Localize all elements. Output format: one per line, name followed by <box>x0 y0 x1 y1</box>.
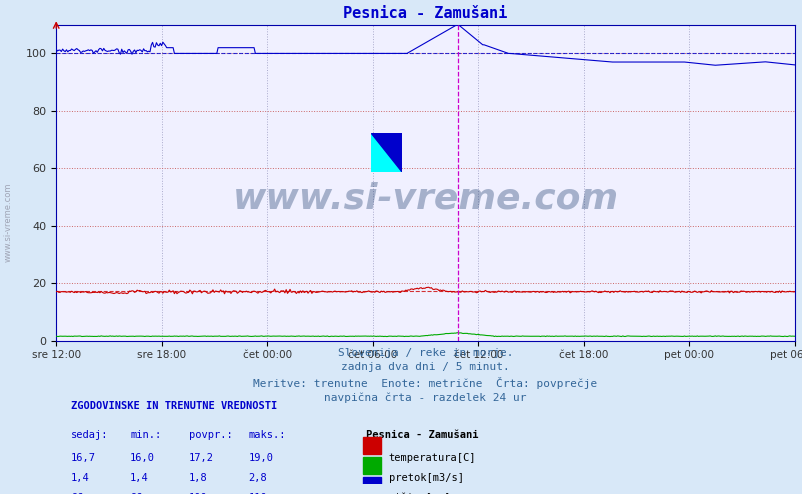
Text: 96: 96 <box>130 493 143 494</box>
Text: 19,0: 19,0 <box>248 453 273 462</box>
Text: 1,4: 1,4 <box>71 473 90 483</box>
Text: www.si-vreme.com: www.si-vreme.com <box>3 183 13 262</box>
Text: 17,2: 17,2 <box>189 453 214 462</box>
Text: www.si-vreme.com: www.si-vreme.com <box>233 181 618 215</box>
Text: 110: 110 <box>248 493 267 494</box>
Text: min.:: min.: <box>130 430 161 440</box>
Text: 16,0: 16,0 <box>130 453 155 462</box>
Text: višina[cm]: višina[cm] <box>388 493 451 494</box>
Text: temperatura[C]: temperatura[C] <box>388 453 476 462</box>
Text: 1,8: 1,8 <box>189 473 208 483</box>
Text: 2,8: 2,8 <box>248 473 267 483</box>
FancyBboxPatch shape <box>363 437 381 454</box>
Text: 96: 96 <box>71 493 83 494</box>
Title: Pesnica - Zamušani: Pesnica - Zamušani <box>343 6 507 21</box>
FancyBboxPatch shape <box>363 457 381 474</box>
Polygon shape <box>371 132 402 172</box>
FancyBboxPatch shape <box>363 477 381 494</box>
Text: povpr.:: povpr.: <box>189 430 233 440</box>
Text: 100: 100 <box>189 493 208 494</box>
Text: maks.:: maks.: <box>248 430 286 440</box>
Text: Pesnica - Zamušani: Pesnica - Zamušani <box>366 430 478 440</box>
Text: pretok[m3/s]: pretok[m3/s] <box>388 473 463 483</box>
Text: Slovenija / reke in morje.
zadnja dva dni / 5 minut.
Meritve: trenutne  Enote: m: Slovenija / reke in morje. zadnja dva dn… <box>253 348 597 404</box>
Text: sedaj:: sedaj: <box>71 430 108 440</box>
Text: 1,4: 1,4 <box>130 473 148 483</box>
Text: ZGODOVINSKE IN TRENUTNE VREDNOSTI: ZGODOVINSKE IN TRENUTNE VREDNOSTI <box>71 401 277 411</box>
Text: 16,7: 16,7 <box>71 453 96 462</box>
Polygon shape <box>371 132 402 172</box>
